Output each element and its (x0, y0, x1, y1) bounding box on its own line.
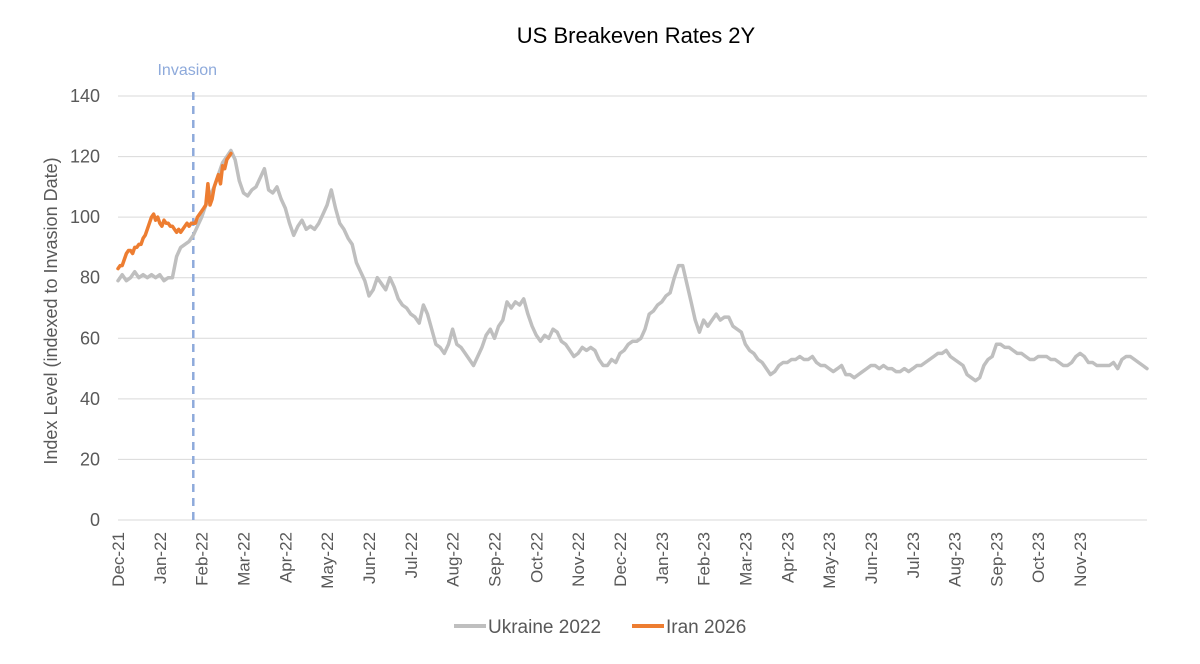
x-tick-label: Jul-22 (402, 532, 421, 578)
x-tick-label: Jun-22 (360, 532, 379, 584)
x-tick-label: Sep-22 (485, 532, 504, 587)
x-tick-label: Jun-23 (862, 532, 881, 584)
x-tick-label: Feb-22 (193, 532, 212, 586)
x-tick-label: Apr-23 (778, 532, 797, 583)
legend-label: Ukraine 2022 (488, 617, 601, 638)
y-tick-label: 40 (80, 389, 100, 409)
series-line-iran-2026 (116, 151, 233, 271)
x-tick-label: Mar-22 (234, 532, 253, 586)
y-tick-label: 100 (70, 207, 100, 227)
x-tick-label: Feb-23 (695, 532, 714, 586)
y-axis-label: Index Level (indexed to Invasion Date) (41, 157, 61, 464)
x-tick-label: Oct-23 (1029, 532, 1048, 583)
x-tick-label: Dec-21 (109, 532, 128, 587)
x-tick-label: Oct-22 (527, 532, 546, 583)
x-tick-label: Jul-23 (904, 532, 923, 578)
x-tick-label: Nov-23 (1071, 532, 1090, 587)
invasion-label: Invasion (157, 62, 217, 79)
x-tick-label: Apr-22 (276, 532, 295, 583)
y-tick-label: 120 (70, 147, 100, 167)
gridlines (118, 95, 1147, 521)
x-tick-label: Aug-23 (946, 532, 965, 587)
y-tick-label: 0 (90, 510, 100, 530)
x-tick-label: May-22 (318, 532, 337, 589)
invasion-annotation: Invasion (157, 62, 217, 520)
x-tick-label: Aug-22 (444, 532, 463, 587)
legend-label: Iran 2026 (666, 617, 746, 638)
x-tick-label: Dec-22 (611, 532, 630, 587)
x-tick-label: Nov-22 (569, 532, 588, 587)
x-tick-label: Jan-23 (653, 532, 672, 584)
legend: Ukraine 2022 Iran 2026 (454, 617, 746, 638)
x-tick-labels: Dec-21 Jan-22 Feb-22 Mar-22 Apr-22 May-22 Jun-… (109, 532, 1090, 589)
x-tick-label: Sep-23 (987, 532, 1006, 587)
series-line-ukraine-2022 (116, 148, 1149, 383)
y-tick-label: 60 (80, 328, 100, 348)
y-tick-label: 140 (70, 86, 100, 106)
x-tick-label: Jan-22 (151, 532, 170, 584)
x-tick-label: Mar-23 (736, 532, 755, 586)
x-tick-label: May-23 (820, 532, 839, 589)
y-tick-labels: 0 20 40 60 80 100 120 140 (70, 86, 100, 530)
y-tick-label: 20 (80, 449, 100, 469)
y-tick-label: 80 (80, 268, 100, 288)
chart-title: US Breakeven Rates 2Y (517, 23, 756, 48)
series-lines (116, 148, 1149, 383)
